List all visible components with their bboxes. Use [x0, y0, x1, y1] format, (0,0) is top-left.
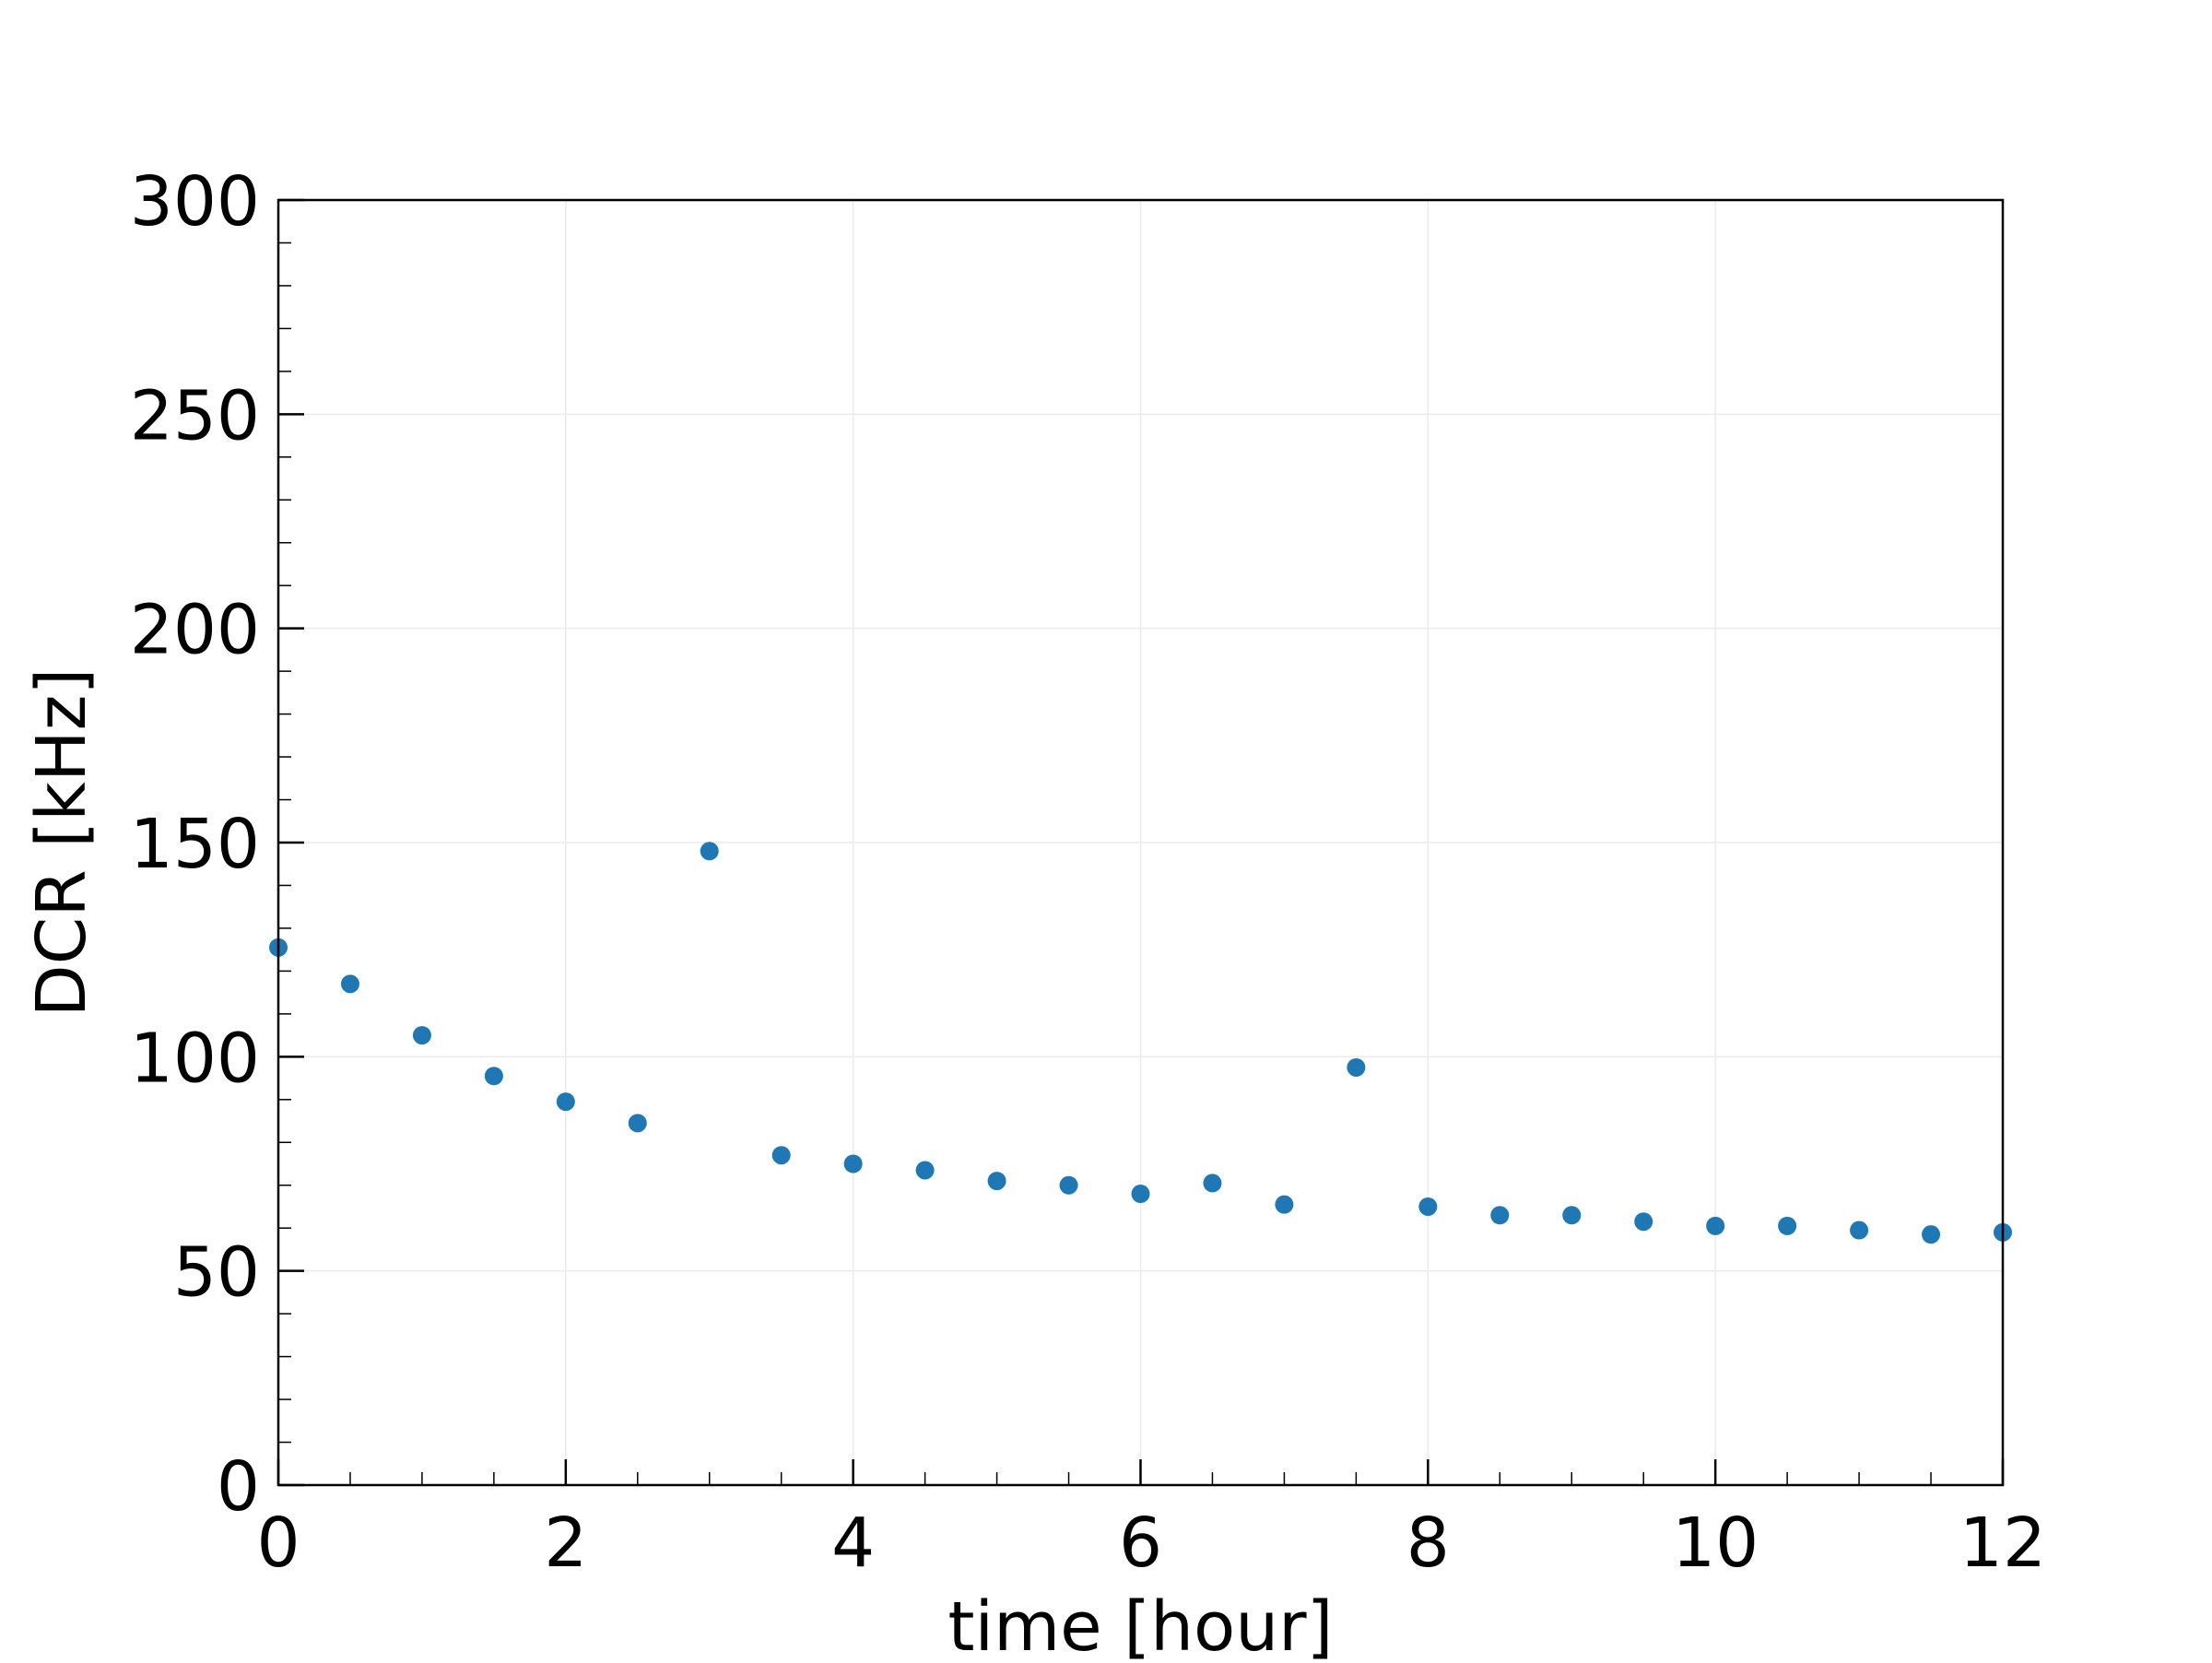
x-tick-label: 12 — [1959, 1504, 2046, 1583]
plot-frame — [276, 198, 2005, 1487]
grid-lines — [277, 199, 2004, 1486]
data-point — [1131, 1185, 1150, 1204]
y-axis-label: DCR [kHz] — [22, 668, 101, 1018]
data-point — [700, 842, 719, 861]
x-tick-label: 8 — [1406, 1504, 1450, 1583]
data-point — [556, 1092, 575, 1112]
data-point — [843, 1154, 863, 1174]
y-tick-label: 50 — [173, 1233, 260, 1313]
data-point — [1562, 1206, 1582, 1225]
data-point — [412, 1026, 431, 1045]
data-point — [1490, 1206, 1510, 1225]
y-tick-label: 100 — [130, 1019, 260, 1098]
data-point — [771, 1146, 791, 1165]
data-point — [484, 1067, 503, 1086]
data-point — [1634, 1212, 1653, 1232]
y-tick-label: 150 — [130, 805, 260, 884]
data-point — [340, 974, 359, 994]
data-point — [628, 1114, 647, 1133]
tick-labels: 0 2 4 6 8 10 12 0 50 100 150 200 250 300 — [130, 162, 2046, 1583]
x-tick-label: 6 — [1119, 1504, 1162, 1583]
x-tick-label: 10 — [1672, 1504, 1759, 1583]
y-tick-label: 250 — [130, 376, 260, 455]
x-axis-label: time [hour] — [948, 1587, 1334, 1659]
data-point — [987, 1172, 1006, 1191]
data-point — [1275, 1195, 1294, 1214]
data-point — [1922, 1225, 1941, 1244]
x-tick-label: 0 — [256, 1504, 300, 1583]
y-tick-label: 0 — [217, 1447, 260, 1527]
data-point — [1203, 1174, 1222, 1193]
data-point — [1778, 1216, 1797, 1235]
data-point — [915, 1161, 935, 1180]
data-point — [1418, 1197, 1438, 1216]
data-point — [1059, 1175, 1078, 1195]
x-tick-label: 2 — [544, 1504, 587, 1583]
y-tick-label: 200 — [130, 591, 260, 670]
data-point — [1850, 1221, 1869, 1240]
y-tick-label: 300 — [130, 162, 260, 242]
data-point — [1706, 1216, 1725, 1235]
x-tick-label: 4 — [831, 1504, 875, 1583]
data-point — [1347, 1057, 1366, 1077]
